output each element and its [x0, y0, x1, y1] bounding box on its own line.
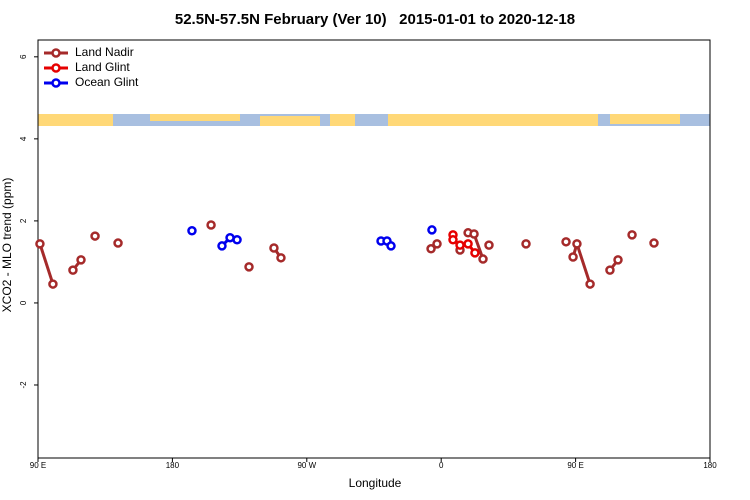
- x-tick-label: 180: [166, 461, 180, 470]
- point: [48, 279, 58, 289]
- map-strip: [38, 114, 710, 126]
- point: [478, 254, 488, 264]
- x-tick-label: 90 W: [297, 461, 316, 470]
- point: [463, 239, 473, 249]
- y-axis-label: XCO2 - MLO trend (ppm): [0, 178, 14, 313]
- point: [269, 243, 279, 253]
- y-tick-label: 0: [19, 300, 28, 305]
- x-tick-label: 0: [439, 461, 444, 470]
- point: [432, 239, 442, 249]
- point: [217, 241, 227, 251]
- point: [613, 255, 623, 265]
- point: [244, 262, 254, 272]
- point: [469, 229, 479, 239]
- y-tick-label: 6: [19, 54, 28, 59]
- point: [605, 265, 615, 275]
- point: [76, 255, 86, 265]
- legend-marker: [51, 63, 61, 73]
- point: [521, 239, 531, 249]
- legend-marker: [51, 78, 61, 88]
- point: [90, 231, 100, 241]
- point: [206, 220, 216, 230]
- point: [427, 225, 437, 235]
- legend-marker: [51, 48, 61, 58]
- point: [448, 235, 458, 245]
- x-tick-label: 180: [703, 461, 717, 470]
- point: [627, 230, 637, 240]
- point: [232, 235, 242, 245]
- point: [68, 265, 78, 275]
- series-line: [38, 243, 55, 285]
- point: [572, 239, 582, 249]
- point: [386, 241, 396, 251]
- point: [470, 248, 480, 258]
- point: [561, 237, 571, 247]
- legend-label: Ocean Glint: [75, 75, 139, 89]
- y-tick-label: 4: [19, 136, 28, 141]
- point: [187, 225, 197, 236]
- point: [649, 238, 659, 248]
- chart-title: 52.5N-57.5N February (Ver 10) 2015-01-01…: [175, 11, 575, 28]
- point: [276, 253, 286, 263]
- point: [455, 240, 465, 250]
- x-axis-label: Longitude: [349, 476, 402, 490]
- x-tick-label: 90 E: [30, 461, 46, 470]
- y-tick-label: 2: [19, 218, 28, 223]
- point: [35, 239, 45, 249]
- y-tick-label: -2: [19, 381, 28, 389]
- x-tick-label: 90 E: [567, 461, 583, 470]
- point: [568, 252, 578, 262]
- plot-frame: [37, 39, 711, 459]
- point: [113, 238, 123, 248]
- legend-label: Land Glint: [75, 60, 130, 74]
- point: [585, 279, 595, 289]
- point: [484, 240, 494, 250]
- point: [426, 244, 436, 254]
- legend-label: Land Nadir: [75, 45, 134, 59]
- series-line: [571, 238, 592, 285]
